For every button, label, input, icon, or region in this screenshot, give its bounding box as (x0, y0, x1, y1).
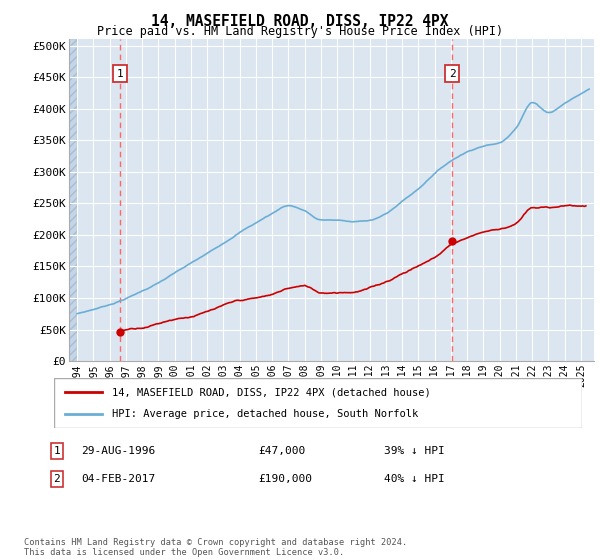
Text: 14, MASEFIELD ROAD, DISS, IP22 4PX (detached house): 14, MASEFIELD ROAD, DISS, IP22 4PX (deta… (112, 387, 431, 397)
Text: HPI: Average price, detached house, South Norfolk: HPI: Average price, detached house, Sout… (112, 409, 418, 419)
Text: 29-AUG-1996: 29-AUG-1996 (81, 446, 155, 456)
FancyBboxPatch shape (54, 378, 582, 428)
Text: 04-FEB-2017: 04-FEB-2017 (81, 474, 155, 484)
Text: 2: 2 (53, 474, 61, 484)
Text: 39% ↓ HPI: 39% ↓ HPI (384, 446, 445, 456)
Bar (69, 39, 77, 361)
Text: £47,000: £47,000 (258, 446, 305, 456)
Text: 2: 2 (449, 69, 456, 79)
Text: 1: 1 (53, 446, 61, 456)
Text: 1: 1 (117, 69, 124, 79)
Text: Price paid vs. HM Land Registry's House Price Index (HPI): Price paid vs. HM Land Registry's House … (97, 25, 503, 38)
Bar (69, 39, 77, 361)
Text: £190,000: £190,000 (258, 474, 312, 484)
Text: 40% ↓ HPI: 40% ↓ HPI (384, 474, 445, 484)
Text: Contains HM Land Registry data © Crown copyright and database right 2024.
This d: Contains HM Land Registry data © Crown c… (24, 538, 407, 557)
Text: 14, MASEFIELD ROAD, DISS, IP22 4PX: 14, MASEFIELD ROAD, DISS, IP22 4PX (151, 14, 449, 29)
